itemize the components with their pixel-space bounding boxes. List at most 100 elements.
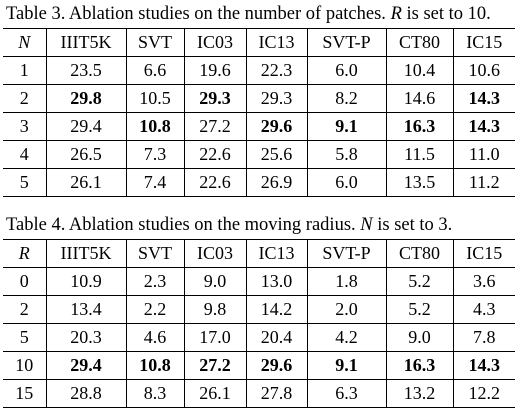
header-row: R IIIT5K SVT IC03 IC13 SVT-P CT80 IC15: [3, 239, 515, 268]
value-cell: 6.0: [306, 168, 386, 197]
value-cell: 17.0: [183, 323, 246, 352]
value-cell: 5.8: [306, 140, 386, 169]
column-header: SVT-P: [306, 239, 386, 268]
table-row: 1 23.5 6.6 19.6 22.3 6.0 10.4 10.6: [3, 56, 515, 85]
value-cell: 14.2: [245, 295, 307, 324]
caption-variable: R: [390, 4, 402, 24]
column-header: IC15: [452, 239, 515, 268]
column-header: SVT: [125, 239, 184, 268]
value-cell: 25.6: [245, 140, 307, 169]
value-cell: 1.8: [306, 267, 386, 296]
param-cell: 4: [3, 140, 46, 169]
value-cell: 11.2: [452, 168, 515, 197]
param-cell: 2: [3, 295, 46, 324]
table-row: 2 29.8 10.5 29.3 29.3 8.2 14.6 14.3: [3, 84, 515, 113]
value-cell: 5.2: [385, 295, 453, 324]
value-cell: 9.8: [183, 295, 246, 324]
caption-variable: N: [360, 215, 373, 235]
param-cell: 5: [3, 168, 46, 197]
value-cell: 29.3: [183, 84, 246, 113]
column-header: IC13: [245, 28, 307, 57]
table-4: R IIIT5K SVT IC03 IC13 SVT-P CT80 IC15 0 10.9 2.3 9…: [3, 239, 515, 408]
value-cell: 27.2: [183, 112, 246, 141]
value-cell: 5.2: [385, 267, 453, 296]
param-cell: 0: [3, 267, 46, 296]
value-cell: 6.0: [306, 56, 386, 85]
column-header: IIIT5K: [45, 28, 126, 57]
value-cell: 29.3: [245, 84, 307, 113]
table-row: 10 29.4 10.8 27.2 29.6 9.1 16.3 14.3: [3, 351, 515, 380]
value-cell: 2.2: [125, 295, 184, 324]
value-cell: 10.6: [452, 56, 515, 85]
caption-text: Table 3. Ablation studies on the number …: [6, 4, 386, 24]
value-cell: 9.0: [385, 323, 453, 352]
value-cell: 10.8: [125, 351, 184, 380]
value-cell: 29.6: [245, 112, 307, 141]
table-4-caption: Table 4. Ablation studies on the moving …: [6, 214, 452, 236]
value-cell: 20.3: [45, 323, 126, 352]
value-cell: 4.6: [125, 323, 184, 352]
table-3: N IIIT5K SVT IC03 IC13 SVT-P CT80 IC15 1 23.5 6.6 1…: [3, 28, 515, 197]
value-cell: 14.3: [452, 112, 515, 141]
value-cell: 29.8: [45, 84, 126, 113]
value-cell: 9.1: [306, 112, 386, 141]
column-header: CT80: [385, 28, 453, 57]
value-cell: 13.5: [385, 168, 453, 197]
table-row: 4 26.5 7.3 22.6 25.6 5.8 11.5 11.0: [3, 140, 515, 169]
value-cell: 16.3: [385, 351, 453, 380]
table-row: 15 28.8 8.3 26.1 27.8 6.3 13.2 12.2: [3, 379, 515, 408]
value-cell: 14.3: [452, 351, 515, 380]
value-cell: 26.5: [45, 140, 126, 169]
value-cell: 13.0: [245, 267, 307, 296]
value-cell: 12.2: [452, 379, 515, 408]
value-cell: 10.5: [125, 84, 184, 113]
value-cell: 3.6: [452, 267, 515, 296]
value-cell: 4.3: [452, 295, 515, 324]
value-cell: 2.0: [306, 295, 386, 324]
table-row: 3 29.4 10.8 27.2 29.6 9.1 16.3 14.3: [3, 112, 515, 141]
column-header: CT80: [385, 239, 453, 268]
header-row: N IIIT5K SVT IC03 IC13 SVT-P CT80 IC15: [3, 28, 515, 57]
param-cell: 5: [3, 323, 46, 352]
value-cell: 10.4: [385, 56, 453, 85]
value-cell: 8.3: [125, 379, 184, 408]
caption-text-end: is set to 3.: [377, 215, 453, 235]
value-cell: 29.4: [45, 351, 126, 380]
value-cell: 27.2: [183, 351, 246, 380]
value-cell: 22.6: [183, 168, 246, 197]
value-cell: 2.3: [125, 267, 184, 296]
value-cell: 16.3: [385, 112, 453, 141]
value-cell: 11.5: [385, 140, 453, 169]
value-cell: 9.0: [183, 267, 246, 296]
column-header: SVT: [125, 28, 184, 57]
value-cell: 28.8: [45, 379, 126, 408]
param-cell: 2: [3, 84, 46, 113]
param-cell: 3: [3, 112, 46, 141]
column-header: IC03: [183, 239, 246, 268]
table-row: 2 13.4 2.2 9.8 14.2 2.0 5.2 4.3: [3, 295, 515, 324]
value-cell: 27.8: [245, 379, 307, 408]
value-cell: 13.2: [385, 379, 453, 408]
column-header: SVT-P: [306, 28, 386, 57]
table-row: 5 26.1 7.4 22.6 26.9 6.0 13.5 11.2: [3, 168, 515, 197]
caption-text-end: is set to 10.: [406, 4, 491, 24]
column-header: IC15: [452, 28, 515, 57]
value-cell: 14.6: [385, 84, 453, 113]
value-cell: 23.5: [45, 56, 126, 85]
param-cell: 15: [3, 379, 46, 408]
param-header: N: [3, 28, 46, 57]
value-cell: 6.3: [306, 379, 386, 408]
value-cell: 6.6: [125, 56, 184, 85]
value-cell: 11.0: [452, 140, 515, 169]
value-cell: 9.1: [306, 351, 386, 380]
value-cell: 29.6: [245, 351, 307, 380]
table-row: 5 20.3 4.6 17.0 20.4 4.2 9.0 7.8: [3, 323, 515, 352]
table-3-caption: Table 3. Ablation studies on the number …: [6, 3, 491, 25]
value-cell: 26.9: [245, 168, 307, 197]
value-cell: 8.2: [306, 84, 386, 113]
param-header: R: [3, 239, 46, 268]
value-cell: 26.1: [183, 379, 246, 408]
value-cell: 7.4: [125, 168, 184, 197]
column-header: IC03: [183, 28, 246, 57]
caption-text: Table 4. Ablation studies on the moving …: [6, 215, 356, 235]
